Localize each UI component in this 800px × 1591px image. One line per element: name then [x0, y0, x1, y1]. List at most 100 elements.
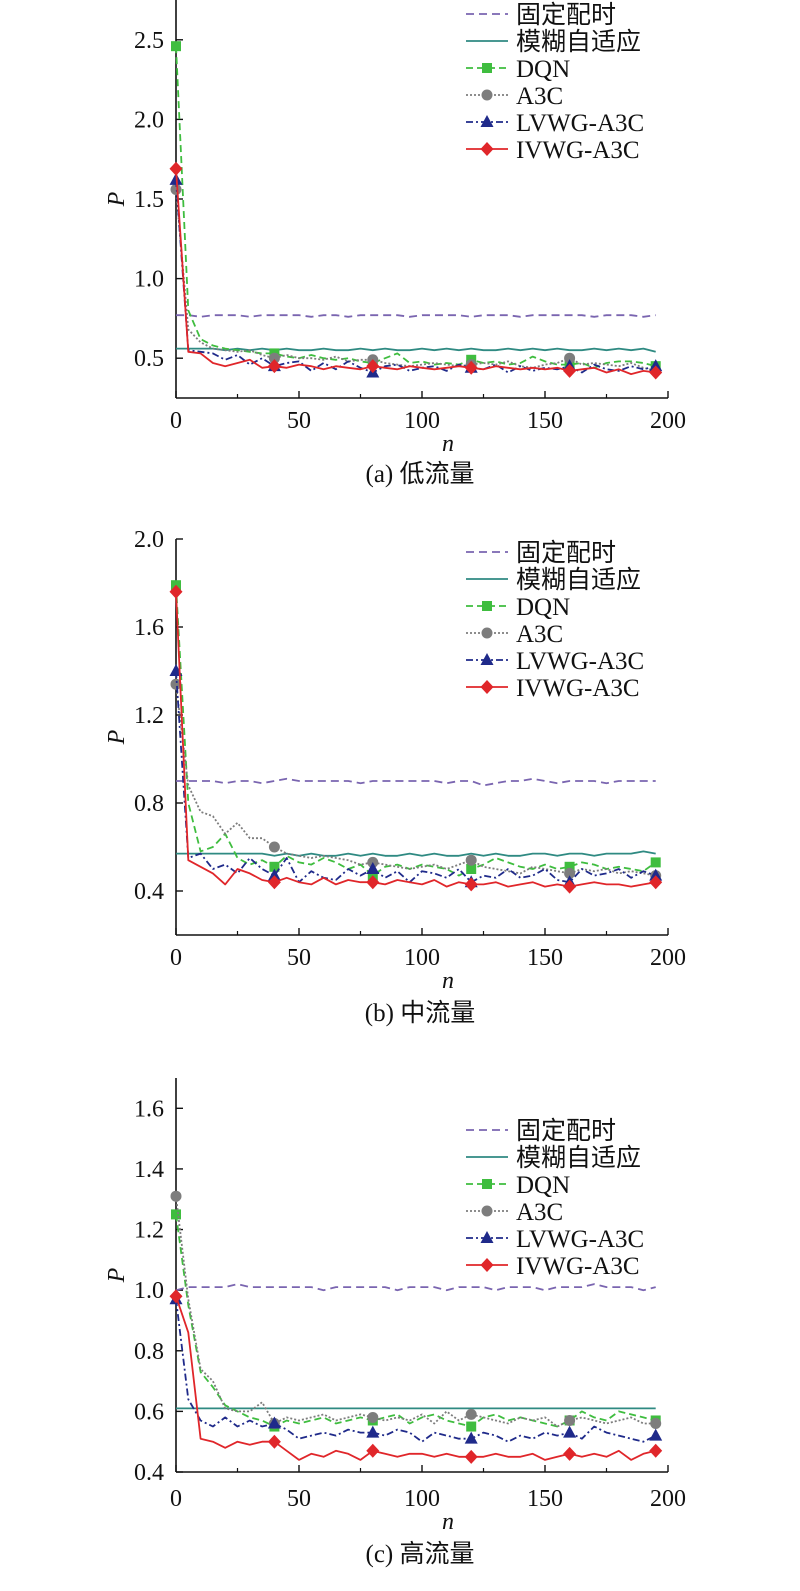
legend-label: 固定配时 — [516, 1, 616, 29]
legend-label: 固定配时 — [516, 1117, 616, 1145]
data-point — [649, 868, 663, 881]
data-point — [563, 363, 577, 378]
data-point — [563, 1446, 577, 1461]
y-tick-label: 2.0 — [134, 527, 164, 553]
y-axis-label: P — [104, 1267, 130, 1283]
data-point — [169, 1289, 183, 1304]
x-axis-label: n — [442, 1509, 454, 1535]
y-tick-label: 1.0 — [134, 267, 164, 293]
x-tick-label: 150 — [527, 408, 563, 434]
series-3-medium-flow — [170, 678, 662, 882]
data-point — [649, 875, 663, 890]
legend-label: A3C — [516, 1199, 563, 1226]
data-point — [170, 1190, 182, 1202]
x-tick-label: 0 — [170, 945, 182, 971]
series-line — [176, 850, 656, 857]
data-point — [466, 864, 477, 874]
legend-marker — [481, 627, 493, 639]
data-point — [366, 359, 380, 374]
y-tick-label: 0.8 — [134, 1339, 164, 1365]
legend-item: IVWG-A3C — [466, 675, 640, 702]
legend-item: IVWG-A3C — [466, 137, 640, 164]
series-line — [175, 591, 656, 888]
legend-marker — [480, 115, 494, 127]
series-0-medium-flow — [176, 777, 656, 787]
y-axis-label: P — [104, 729, 130, 745]
series-line — [175, 684, 656, 877]
legend-item: DQN — [466, 1172, 570, 1199]
legend-item: 固定配时 — [466, 539, 616, 567]
series-line — [176, 777, 656, 787]
legend-marker — [481, 1205, 493, 1217]
chart-caption: (b) 中流量 — [365, 999, 475, 1027]
y-tick-label: 0.8 — [134, 791, 164, 817]
legend-marker — [480, 142, 494, 156]
data-point — [267, 868, 281, 881]
chart-panel-low-flow: 0 50 100 150 200 0.5 1.0 1.5 2.0 2.5 n P (a) 低流量 固定配时… — [0, 0, 800, 510]
legend-item: 模糊自适应 — [466, 1144, 641, 1172]
legend-label: A3C — [516, 83, 563, 110]
legend-item: 模糊自适应 — [466, 566, 641, 594]
series-1-low-flow — [176, 347, 656, 353]
x-tick-label: 50 — [287, 1486, 311, 1512]
legend-marker — [482, 1179, 492, 1189]
series-1-medium-flow — [176, 850, 656, 857]
legend-marker — [480, 1231, 494, 1243]
x-tick-label: 200 — [650, 408, 686, 434]
x-tick-label: 100 — [404, 1486, 440, 1512]
legend-item: LVWG-A3C — [466, 1226, 644, 1253]
data-point — [267, 1416, 281, 1429]
legend-label: 模糊自适应 — [516, 28, 641, 56]
legend-item: 模糊自适应 — [466, 28, 641, 56]
y-tick-label: 1.2 — [134, 703, 164, 729]
chart-svg-medium-flow: 0 50 100 150 200 0.4 0.8 1.2 1.6 2.0 n P (b) 中流量 固定配时… — [104, 527, 686, 1027]
legend-label: 模糊自适应 — [516, 566, 641, 594]
legend-marker — [480, 1258, 494, 1272]
legend-item: 固定配时 — [466, 1, 616, 29]
data-point — [169, 161, 183, 176]
series-line — [175, 168, 656, 376]
y-tick-label: 1.0 — [134, 1278, 164, 1304]
legend-label: IVWG-A3C — [516, 675, 640, 702]
y-tick-label: 1.4 — [134, 1157, 164, 1183]
x-tick-label: 0 — [170, 1486, 182, 1512]
data-point — [171, 1209, 181, 1220]
data-point — [267, 1434, 281, 1449]
legend-label: LVWG-A3C — [516, 110, 644, 137]
x-tick-label: 0 — [170, 408, 182, 434]
axes-low-flow: 0 50 100 150 200 0.5 1.0 1.5 2.0 2.5 — [134, 0, 686, 434]
x-tick-label: 150 — [527, 1486, 563, 1512]
series-line — [175, 1214, 656, 1428]
series-0-low-flow — [176, 314, 656, 318]
data-point — [465, 1408, 477, 1420]
legend-item: A3C — [466, 83, 563, 110]
data-point — [649, 359, 663, 372]
x-tick-label: 200 — [650, 945, 686, 971]
series-0-high-flow — [175, 1283, 656, 1292]
series-3-high-flow — [170, 1190, 662, 1430]
data-point — [268, 841, 280, 853]
data-point — [466, 1421, 477, 1432]
data-point — [650, 857, 661, 868]
chart-caption: (a) 低流量 — [366, 460, 475, 488]
series-line — [176, 347, 656, 353]
data-point — [267, 359, 281, 374]
legend-label: A3C — [516, 621, 563, 648]
data-point — [649, 1443, 663, 1458]
data-point — [465, 854, 477, 866]
data-point — [464, 360, 478, 375]
data-point — [563, 879, 577, 894]
x-tick-label: 100 — [404, 408, 440, 434]
series-line — [175, 1283, 656, 1292]
x-axis-label: n — [442, 968, 454, 994]
legend-item: LVWG-A3C — [466, 110, 644, 137]
y-tick-label: 0.4 — [134, 1460, 164, 1486]
axes-high-flow: 0 50 100 150 200 0.4 0.6 0.8 1.0 1.2 1.4 1.6 — [134, 1078, 686, 1512]
series-2-low-flow — [171, 41, 661, 372]
series-line — [176, 314, 656, 318]
chart-svg-high-flow: 0 50 100 150 200 0.4 0.6 0.8 1.0 1.2 1.4 1.6 n P (c) 高… — [104, 1078, 686, 1568]
chart-caption: (c) 高流量 — [366, 1540, 475, 1568]
series-5-medium-flow — [169, 584, 663, 894]
